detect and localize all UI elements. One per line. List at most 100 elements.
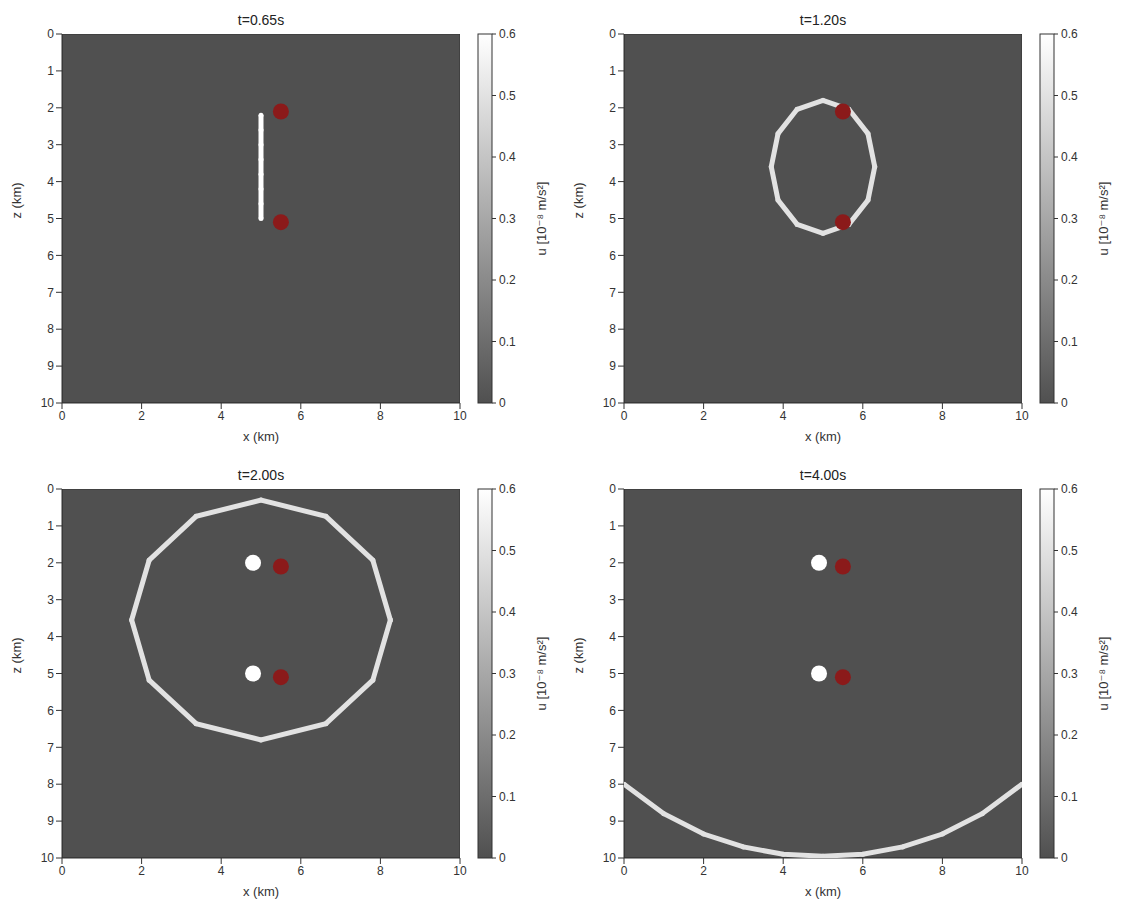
svg-text:5: 5: [609, 667, 616, 681]
svg-text:0.1: 0.1: [499, 335, 516, 349]
svg-text:0: 0: [59, 864, 66, 878]
svg-text:7: 7: [609, 286, 616, 300]
svg-text:4: 4: [609, 630, 616, 644]
svg-text:8: 8: [47, 322, 54, 336]
svg-text:4: 4: [218, 409, 225, 423]
svg-text:6: 6: [47, 704, 54, 718]
svg-text:0.3: 0.3: [499, 212, 516, 226]
svg-text:8: 8: [939, 864, 946, 878]
svg-text:2: 2: [138, 864, 145, 878]
svg-text:10: 10: [41, 396, 55, 410]
svg-text:4: 4: [609, 175, 616, 189]
svg-text:3: 3: [609, 138, 616, 152]
svg-text:u [10⁻⁸ m/s²]: u [10⁻⁸ m/s²]: [534, 182, 549, 256]
svg-text:10: 10: [1015, 864, 1029, 878]
svg-text:9: 9: [47, 359, 54, 373]
svg-text:0: 0: [609, 482, 616, 496]
svg-text:4: 4: [218, 864, 225, 878]
svg-text:6: 6: [859, 864, 866, 878]
svg-text:4: 4: [47, 175, 54, 189]
svg-text:0: 0: [609, 27, 616, 41]
svg-text:9: 9: [47, 814, 54, 828]
svg-text:2: 2: [47, 101, 54, 115]
svg-text:u [10⁻⁸ m/s²]: u [10⁻⁸ m/s²]: [1096, 182, 1111, 256]
svg-text:2: 2: [700, 864, 707, 878]
svg-text:8: 8: [377, 864, 384, 878]
svg-text:x (km): x (km): [805, 429, 841, 444]
svg-text:5: 5: [609, 212, 616, 226]
svg-text:9: 9: [609, 359, 616, 373]
svg-text:0.1: 0.1: [1061, 790, 1078, 804]
svg-text:1: 1: [47, 64, 54, 78]
svg-text:0.4: 0.4: [499, 150, 516, 164]
svg-text:0.4: 0.4: [1061, 605, 1078, 619]
svg-text:4: 4: [47, 630, 54, 644]
svg-text:8: 8: [609, 777, 616, 791]
svg-text:4: 4: [780, 864, 787, 878]
svg-text:6: 6: [297, 864, 304, 878]
svg-text:z (km): z (km): [9, 182, 24, 218]
svg-text:6: 6: [609, 704, 616, 718]
svg-text:10: 10: [453, 409, 467, 423]
svg-text:0: 0: [1061, 851, 1068, 865]
svg-text:0.2: 0.2: [1061, 728, 1078, 742]
svg-text:8: 8: [47, 777, 54, 791]
svg-text:2: 2: [700, 409, 707, 423]
svg-text:z (km): z (km): [9, 637, 24, 673]
svg-text:8: 8: [609, 322, 616, 336]
svg-text:3: 3: [47, 593, 54, 607]
svg-text:0.3: 0.3: [499, 667, 516, 681]
svg-text:5: 5: [47, 667, 54, 681]
svg-text:10: 10: [603, 851, 617, 865]
svg-text:0: 0: [621, 864, 628, 878]
svg-text:7: 7: [47, 741, 54, 755]
svg-text:2: 2: [609, 556, 616, 570]
svg-text:x (km): x (km): [243, 429, 279, 444]
svg-text:10: 10: [453, 864, 467, 878]
svg-text:10: 10: [41, 851, 55, 865]
svg-text:5: 5: [47, 212, 54, 226]
svg-text:2: 2: [609, 101, 616, 115]
svg-text:0.1: 0.1: [499, 790, 516, 804]
svg-text:0: 0: [499, 396, 506, 410]
svg-text:10: 10: [603, 396, 617, 410]
svg-text:8: 8: [377, 409, 384, 423]
svg-text:0.2: 0.2: [499, 728, 516, 742]
svg-text:0.5: 0.5: [1061, 544, 1078, 558]
svg-text:9: 9: [609, 814, 616, 828]
svg-text:0.2: 0.2: [499, 273, 516, 287]
svg-text:u [10⁻⁸ m/s²]: u [10⁻⁸ m/s²]: [534, 637, 549, 711]
svg-text:0: 0: [621, 409, 628, 423]
svg-text:7: 7: [47, 286, 54, 300]
svg-text:u [10⁻⁸ m/s²]: u [10⁻⁸ m/s²]: [1096, 637, 1111, 711]
svg-text:0: 0: [499, 851, 506, 865]
svg-text:0: 0: [1061, 396, 1068, 410]
svg-text:0.5: 0.5: [1061, 89, 1078, 103]
svg-text:z (km): z (km): [571, 182, 586, 218]
svg-text:3: 3: [47, 138, 54, 152]
svg-text:6: 6: [859, 409, 866, 423]
svg-text:0.2: 0.2: [1061, 273, 1078, 287]
svg-text:0.5: 0.5: [499, 89, 516, 103]
svg-text:x (km): x (km): [243, 884, 279, 899]
svg-text:10: 10: [1015, 409, 1029, 423]
svg-text:6: 6: [297, 409, 304, 423]
svg-text:0: 0: [59, 409, 66, 423]
svg-text:0.4: 0.4: [499, 605, 516, 619]
svg-text:x (km): x (km): [805, 884, 841, 899]
svg-text:3: 3: [609, 593, 616, 607]
svg-text:8: 8: [939, 409, 946, 423]
svg-text:6: 6: [609, 249, 616, 263]
svg-text:0.4: 0.4: [1061, 150, 1078, 164]
svg-text:0.6: 0.6: [499, 482, 516, 496]
svg-text:6: 6: [47, 249, 54, 263]
svg-text:1: 1: [47, 519, 54, 533]
svg-text:1: 1: [609, 519, 616, 533]
svg-text:2: 2: [47, 556, 54, 570]
svg-text:0.3: 0.3: [1061, 212, 1078, 226]
svg-text:1: 1: [609, 64, 616, 78]
svg-text:0: 0: [47, 482, 54, 496]
svg-text:7: 7: [609, 741, 616, 755]
svg-text:0.6: 0.6: [499, 27, 516, 41]
svg-text:2: 2: [138, 409, 145, 423]
